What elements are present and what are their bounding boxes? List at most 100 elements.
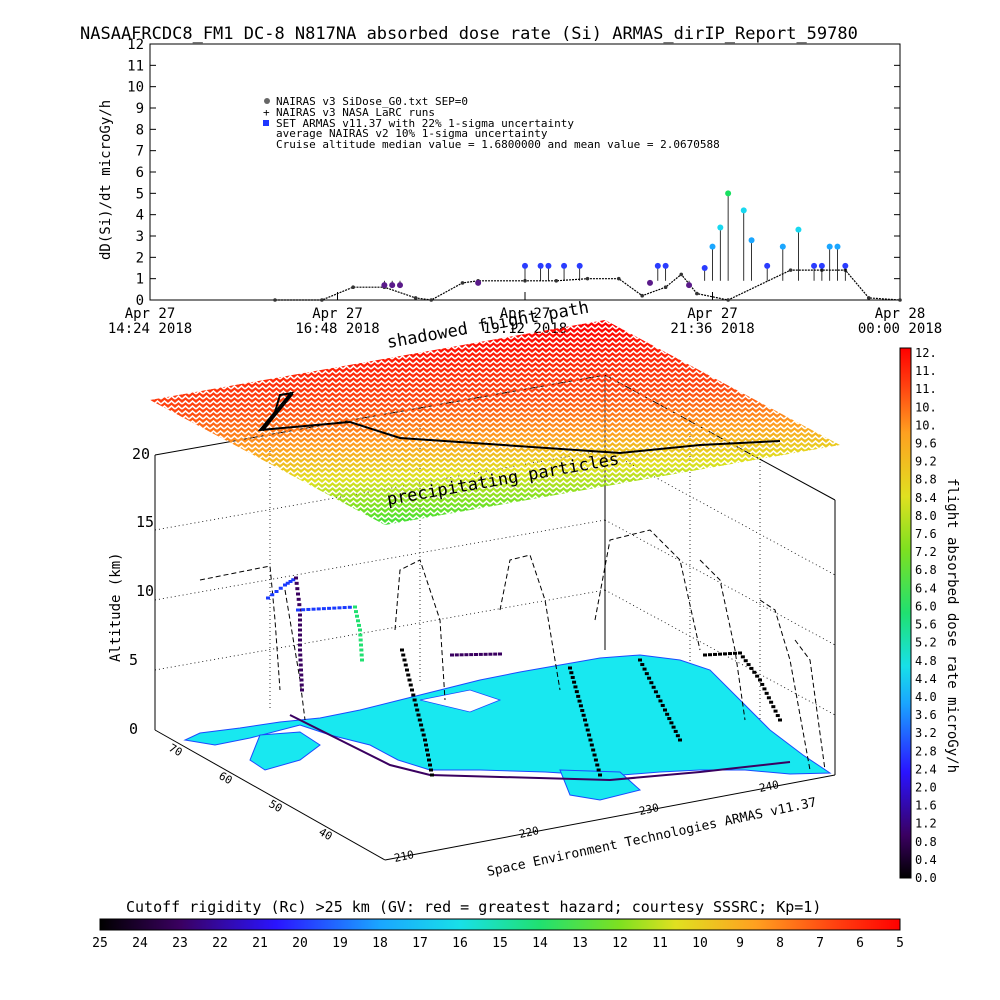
right-tick-label: 4.8 (915, 654, 937, 668)
flight-dot (760, 682, 765, 686)
right-colorbar: 12. 11. 11. 10. 10. 9.6 9.2 8.8 8.4 8.0 7.6 7.2 6.8 6… (899, 346, 960, 885)
bottom-tick-label: 22 (212, 936, 228, 951)
flight-dot (733, 651, 737, 655)
flight-dot (360, 658, 364, 662)
flight-dot (718, 652, 722, 656)
data-point-armas (475, 279, 482, 286)
altitude-dashed-profiles (199, 529, 826, 771)
flight-dot (430, 773, 434, 777)
three-d-flight-scene: shadowed flight path precipitating parti… (108, 298, 840, 880)
flight-dot (658, 699, 663, 703)
z-axis-label: Altitude (km) (108, 552, 124, 662)
flight-dot (291, 578, 296, 582)
data-point-armas (748, 237, 755, 244)
flight-dot (587, 733, 592, 737)
map-inner-water (419, 689, 502, 713)
flight-dot (358, 633, 363, 637)
lat-tick-70: 70 (167, 741, 185, 759)
y-tick-label: 3 (136, 229, 144, 245)
bottom-tick-label: 6 (856, 936, 864, 951)
right-tick-label: 3.6 (915, 708, 937, 722)
legend-entry-nairas-v2: average NAIRAS v2 10% 1-sigma uncertaint… (276, 127, 548, 140)
lat-tick-60: 60 (217, 769, 235, 787)
flight-dot (298, 648, 302, 652)
flight-dot (359, 653, 364, 657)
y-tick-label: 9 (136, 101, 144, 117)
bottom-tick-label: 18 (372, 936, 388, 951)
data-point-armas (811, 262, 818, 269)
flight-dot (401, 653, 406, 657)
z-tick-20: 20 (132, 445, 150, 463)
top-series (273, 190, 902, 302)
legend-marker-armas (263, 120, 269, 126)
right-tick-label: 7.2 (915, 545, 937, 559)
top-legend: NAIRAS v3 SiDose_G0.txt SEP=0 + NAIRAS v… (263, 95, 720, 151)
flight-dot (667, 717, 672, 721)
flight-dot (347, 605, 352, 609)
bottom-tick-label: 12 (612, 936, 628, 951)
data-point-nairas (413, 296, 418, 300)
right-tick-label: 10. (915, 400, 937, 414)
flight-dot (306, 607, 311, 611)
data-point-armas (545, 262, 552, 269)
x-tick-label-date: Apr 27 (500, 306, 551, 322)
flight-dot (416, 713, 421, 717)
flight-dot (778, 718, 782, 722)
flight-dot (585, 728, 590, 732)
data-point-nairas (640, 293, 644, 298)
bottom-tick-label: 13 (572, 936, 588, 951)
data-point-armas (717, 224, 724, 231)
flight-dot (673, 729, 678, 733)
map-island-south (559, 769, 642, 801)
data-point-armas (397, 282, 403, 289)
z-tick-15: 15 (136, 513, 154, 531)
x-tick-label-time: 21:36 2018 (670, 321, 754, 337)
y-tick-label: 0 (136, 293, 144, 309)
bottom-colorbar-gradient (99, 918, 901, 931)
right-tick-label: 8.8 (915, 473, 937, 487)
y-tick-label: 1 (136, 272, 144, 288)
flight-dot (299, 678, 304, 682)
flight-dot (578, 704, 583, 708)
bottom-tick-label: 23 (172, 936, 188, 951)
x-tick-label-date: Apr 27 (125, 306, 176, 322)
flight-dot (593, 758, 598, 762)
flight-dot (358, 638, 363, 642)
flight-dot (298, 658, 303, 662)
flight-dot (450, 653, 454, 657)
data-point-armas (779, 243, 786, 250)
bottom-tick-label: 16 (452, 936, 468, 951)
map-coast-outline (183, 654, 832, 777)
data-point-nairas (554, 279, 559, 283)
data-point-armas (537, 262, 544, 269)
legend-marker-nairas-g0 (264, 98, 270, 104)
y-tick-label: 7 (136, 144, 144, 160)
data-point-nairas (273, 298, 277, 302)
flight-dot (469, 653, 474, 657)
right-tick-label: 1.6 (915, 799, 937, 813)
flight-dot (283, 583, 287, 587)
data-point-armas (522, 262, 528, 269)
right-colorbar-label: flight absorbed dose rate microGy/h (944, 478, 960, 773)
bottom-colorbar-label: Cutoff rigidity (Rc) >25 km (GV: red = g… (126, 898, 821, 916)
bottom-tick-label: 5 (896, 936, 904, 951)
flight-dot (580, 709, 585, 713)
flight-dot (311, 607, 316, 611)
flight-dot (669, 721, 674, 725)
y-tick-label: 6 (136, 165, 144, 181)
bottom-tick-label: 10 (692, 936, 708, 951)
right-tick-label: 9.2 (915, 455, 937, 469)
series-line-nairas (275, 269, 901, 301)
flight-dot (405, 668, 409, 672)
flight-dot (769, 700, 774, 704)
flight-dot (408, 683, 413, 687)
data-point-armas (576, 262, 583, 269)
flight-dot (298, 643, 302, 647)
right-tick-label: 6.4 (915, 581, 937, 595)
flight-dot (353, 605, 357, 609)
data-point-nairas (585, 276, 590, 281)
flight-dot (488, 652, 493, 656)
data-point-nairas (679, 272, 684, 277)
